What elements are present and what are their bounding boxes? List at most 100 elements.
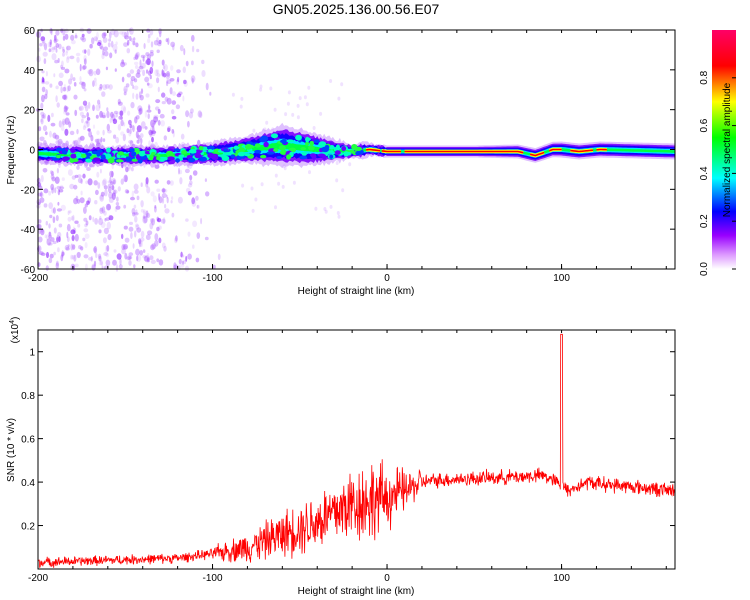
spectrogram-speckle: [40, 228, 44, 233]
spectrogram-speckle: [98, 253, 102, 259]
spectrogram-speckle: [50, 173, 55, 180]
spectrogram-speckle: [76, 198, 81, 204]
spectrogram-speckle: [177, 76, 180, 83]
spectrogram-cell: [263, 141, 269, 148]
spectrogram-speckle: [123, 31, 127, 40]
spectrogram-speckle: [155, 106, 160, 111]
spectrogram-speckle: [59, 186, 65, 190]
spectrogram-speckle: [298, 96, 302, 101]
spectrogram-speckle: [335, 178, 339, 183]
spectrogram-speckle: [46, 251, 49, 259]
spectrogram-cell: [329, 150, 334, 154]
spectrogram-speckle: [102, 178, 107, 186]
spectrogram-cell: [173, 148, 180, 152]
spectrogram-speckle: [296, 103, 300, 108]
spectrogram-x-tick-label: -200: [28, 273, 48, 284]
spectrogram-speckle: [43, 188, 49, 194]
spectrogram-speckle: [154, 164, 160, 169]
spectrogram-speckle: [109, 176, 112, 184]
spectrogram-speckle: [84, 242, 88, 249]
spectrogram-speckle: [124, 237, 130, 243]
spectrogram-speckle: [56, 208, 63, 212]
spectrogram-cell: [125, 156, 132, 160]
spectrogram-speckle: [337, 214, 341, 219]
spectrogram-speckle: [48, 48, 52, 53]
spectrogram-speckle: [196, 204, 200, 209]
spectrogram-speckle: [195, 257, 200, 263]
spectrogram-speckle: [151, 243, 157, 250]
spectrogram-speckle: [105, 245, 108, 253]
spectrogram-speckle: [41, 76, 45, 83]
spectrogram-speckle: [42, 113, 46, 120]
colorbar-tick-label: 0.8: [699, 70, 710, 84]
spectrogram-speckle: [73, 94, 78, 100]
spectrogram-speckle: [103, 185, 108, 190]
spectrogram-speckle: [87, 69, 92, 75]
spectrogram-speckle: [112, 189, 118, 194]
spectrogram-speckle: [66, 55, 70, 60]
spectrogram-speckle: [107, 180, 113, 184]
spectrogram-cell: [244, 143, 253, 150]
spectrogram-cell: [223, 148, 228, 153]
spectrogram-speckle: [163, 135, 167, 141]
spectrogram-speckle: [113, 134, 117, 139]
spectrogram-speckle: [240, 96, 244, 101]
spectrogram-speckle: [68, 210, 72, 214]
spectrogram-speckle: [108, 84, 113, 90]
spectrogram-speckle: [42, 125, 48, 132]
spectrogram-speckle: [179, 169, 183, 175]
spectrogram-speckle: [292, 180, 296, 185]
spectrogram-speckle: [55, 215, 59, 222]
spectrogram-speckle: [183, 259, 187, 265]
spectrogram-speckle: [103, 210, 107, 216]
snr-x-ticks: -200 -100 0 100: [28, 330, 667, 584]
spectrogram-speckle: [250, 186, 254, 191]
spectrogram-speckle: [68, 121, 72, 128]
spectrogram-speckle: [154, 205, 157, 209]
spectrogram-speckle: [119, 110, 124, 117]
spectrogram-speckle: [319, 111, 323, 116]
spectrogram-speckle: [108, 191, 113, 199]
spectrogram-speckle: [99, 194, 104, 202]
spectrogram-speckle: [192, 244, 195, 249]
spectrogram-speckle: [50, 47, 55, 53]
spectrogram-speckle: [145, 52, 150, 57]
spectrogram-speckle: [132, 125, 135, 133]
spectrogram-speckle: [149, 74, 152, 80]
spectrogram-speckle: [50, 183, 55, 191]
spectrogram-speckle: [56, 235, 60, 242]
spectrogram-cell: [295, 134, 302, 141]
spectrogram-speckle: [136, 139, 140, 144]
spectrogram-speckle: [39, 197, 45, 203]
spectrogram-speckle: [88, 257, 93, 261]
spectrogram-speckle: [265, 120, 269, 125]
spectrogram-speckle: [92, 80, 95, 87]
spectrogram-speckle: [83, 88, 87, 92]
spectrogram-speckle: [123, 204, 127, 209]
spectrogram-speckle: [241, 183, 245, 188]
spectrogram-speckle: [163, 72, 167, 78]
spectrogram-speckle: [133, 264, 136, 269]
spectrogram-speckle: [91, 264, 96, 271]
spectrogram-speckle: [115, 41, 118, 46]
spectrogram-speckle: [78, 136, 82, 142]
spectrogram-speckle: [105, 259, 111, 266]
spectrogram-speckle: [80, 190, 83, 196]
spectrogram-speckle: [161, 59, 165, 66]
spectrogram-speckle: [103, 46, 108, 52]
spectrogram-speckle: [130, 196, 135, 201]
spectrogram-speckle: [50, 171, 55, 176]
spectrogram-speckle: [83, 217, 88, 222]
spectrogram-speckle: [133, 183, 139, 191]
colorbar-tick-label: 0.2: [699, 214, 710, 228]
spectrogram-speckle: [147, 103, 151, 111]
spectrogram-speckle: [61, 177, 65, 182]
spectrogram-speckle: [126, 128, 130, 134]
spectrogram-speckle: [132, 243, 135, 249]
spectrogram-cell: [318, 141, 327, 147]
spectrogram-cell: [317, 153, 326, 157]
spectrogram-speckle: [174, 237, 178, 244]
spectrogram-speckle: [139, 107, 143, 115]
spectrogram-speckle: [120, 116, 123, 120]
